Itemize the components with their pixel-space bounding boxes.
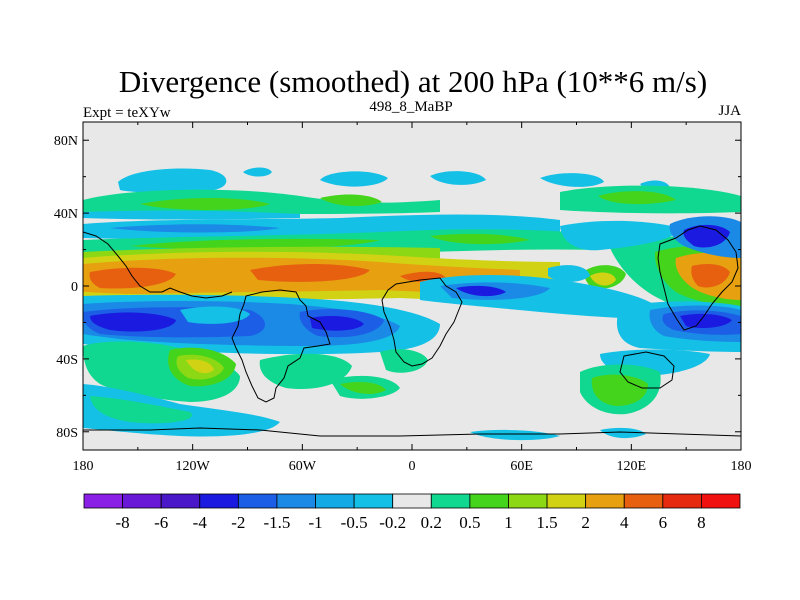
colorbar-tick-label: 6 <box>659 513 668 532</box>
colorbar-tick-label: 2 <box>581 513 590 532</box>
map-plot-area <box>83 122 741 450</box>
colorbar-swatch <box>83 493 123 509</box>
experiment-label: Expt = teXYw <box>83 105 171 121</box>
colorbar-swatch <box>585 493 625 509</box>
run-label: 498_8_MaBP <box>369 99 452 115</box>
x-tick-label: 120W <box>176 459 211 474</box>
x-tick-label: 60W <box>289 459 317 474</box>
y-axis-ticks: 80N 40N 0 40S 80S <box>54 134 741 441</box>
colorbar-tick-label: -6 <box>154 513 168 532</box>
continent-outlines <box>83 225 741 437</box>
antarctica-outline <box>83 427 741 437</box>
colorbar-tick-label: -2 <box>231 513 245 532</box>
colorbar-tick-label: -8 <box>116 513 130 532</box>
colorbar-tick-label: -0.5 <box>341 513 368 532</box>
x-tick-label: 120E <box>617 459 647 474</box>
x-tick-label: 0 <box>409 459 416 474</box>
africa-outline <box>381 277 463 367</box>
colorbar-swatch <box>315 493 355 509</box>
colorbar-tick-label: -4 <box>193 513 208 532</box>
southern-tropical-negative-band <box>83 294 440 355</box>
asia-outline <box>657 225 739 331</box>
colorbar-swatch <box>276 493 316 509</box>
northern-mid-latitude-band <box>83 167 741 220</box>
colorbar-tick-label: 0.5 <box>459 513 480 532</box>
x-axis-ticks: 180 120W 60W 0 60E 120E 180 <box>73 122 752 474</box>
y-tick-label: 80S <box>56 426 78 441</box>
colorbar-swatch <box>546 493 587 509</box>
x-tick-label: 60E <box>510 459 533 474</box>
colorbar-swatch <box>701 493 741 509</box>
colorbar-swatch <box>392 493 432 509</box>
colorbar-tick-label: 1 <box>504 513 513 532</box>
southern-mid-latitude-positive <box>83 341 710 415</box>
asia-pacific-positive-centre <box>584 227 741 318</box>
colorbar-tick-label: -1.5 <box>263 513 290 532</box>
y-tick-label: 40S <box>56 353 78 368</box>
subtropical-north-band <box>83 214 600 262</box>
south-pacific-negative-region <box>616 301 741 352</box>
colorbar-tick-label: -1 <box>308 513 322 532</box>
colorbar-swatch <box>430 493 471 509</box>
y-tick-label: 40N <box>54 207 78 222</box>
colorbar-swatch <box>122 493 162 509</box>
colorbar-tick-label: 1.5 <box>536 513 557 532</box>
x-tick-label: 180 <box>731 459 752 474</box>
y-tick-label: 0 <box>71 280 78 295</box>
colorbar-swatch <box>353 493 394 509</box>
colorbar: -8 -6 -4 -2 -1.5 -1 -0.5 -0.2 0.2 0.5 1 1.5 2 4 6 8 <box>83 493 741 532</box>
y-tick-label: 80N <box>54 134 78 149</box>
south-america-outline <box>231 289 331 403</box>
season-label: JJA <box>718 103 741 119</box>
southern-high-latitude-band <box>83 384 646 441</box>
colorbar-swatch <box>199 493 239 509</box>
colorbar-swatch <box>469 493 509 509</box>
x-tick-label: 180 <box>73 459 94 474</box>
chart-title: Divergence (smoothed) at 200 hPa (10**6 … <box>119 64 707 99</box>
north-america-outline <box>83 231 233 299</box>
colorbar-swatch <box>160 493 201 509</box>
colorbar-swatch <box>237 493 278 509</box>
colorbar-tick-label: 8 <box>697 513 706 532</box>
indian-ocean-negative-region <box>420 216 741 320</box>
australia-outline <box>619 351 675 389</box>
colorbar-tick-label: 0.2 <box>421 513 442 532</box>
colorbar-tick-label: -0.2 <box>379 513 406 532</box>
colorbar-swatch <box>508 493 548 509</box>
colorbar-tick-label: 4 <box>620 513 629 532</box>
colorbar-swatch <box>662 493 702 509</box>
colorbar-swatch <box>623 493 664 509</box>
